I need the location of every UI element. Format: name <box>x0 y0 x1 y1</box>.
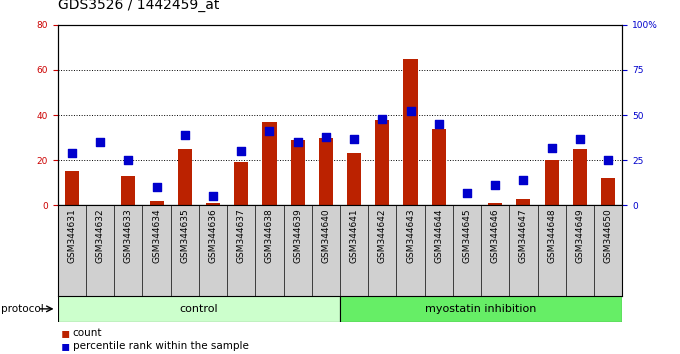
Point <box>95 139 105 145</box>
Text: ▪: ▪ <box>61 326 71 340</box>
Bar <box>601 178 615 205</box>
Text: GSM344637: GSM344637 <box>237 208 245 263</box>
Text: GSM344631: GSM344631 <box>67 208 76 263</box>
Text: GSM344648: GSM344648 <box>547 208 556 263</box>
Text: GSM344643: GSM344643 <box>406 208 415 263</box>
Point <box>67 150 78 156</box>
Point <box>207 193 218 199</box>
Text: GSM344639: GSM344639 <box>293 208 302 263</box>
Text: GSM344644: GSM344644 <box>435 208 443 263</box>
Point <box>377 116 388 121</box>
Text: GSM344640: GSM344640 <box>322 208 330 263</box>
Point <box>236 148 247 154</box>
Point <box>575 136 585 141</box>
Text: GDS3526 / 1442459_at: GDS3526 / 1442459_at <box>58 0 219 12</box>
Bar <box>319 138 333 205</box>
Text: GSM344645: GSM344645 <box>462 208 471 263</box>
Point <box>462 190 473 195</box>
Bar <box>262 122 277 205</box>
Point <box>320 134 331 139</box>
Text: GSM344633: GSM344633 <box>124 208 133 263</box>
Text: GSM344650: GSM344650 <box>604 208 613 263</box>
Point <box>349 136 360 141</box>
Text: GSM344632: GSM344632 <box>96 208 105 263</box>
Text: GSM344638: GSM344638 <box>265 208 274 263</box>
Bar <box>573 149 587 205</box>
Bar <box>545 160 559 205</box>
Text: GSM344636: GSM344636 <box>209 208 218 263</box>
Bar <box>150 201 164 205</box>
Text: myostatin inhibition: myostatin inhibition <box>426 304 537 314</box>
Text: GSM344642: GSM344642 <box>378 208 387 263</box>
Text: GSM344634: GSM344634 <box>152 208 161 263</box>
Bar <box>234 162 248 205</box>
Text: GSM344649: GSM344649 <box>575 208 584 263</box>
Text: GSM344641: GSM344641 <box>350 208 358 263</box>
Text: GSM344647: GSM344647 <box>519 208 528 263</box>
Bar <box>516 199 530 205</box>
Text: GSM344635: GSM344635 <box>180 208 189 263</box>
Text: control: control <box>180 304 218 314</box>
Bar <box>290 140 305 205</box>
Bar <box>432 129 446 205</box>
Bar <box>403 59 418 205</box>
Point <box>180 132 190 138</box>
Point <box>433 121 444 127</box>
Text: protocol: protocol <box>1 304 44 314</box>
Point <box>123 157 134 163</box>
Bar <box>340 296 622 322</box>
Point <box>151 184 162 190</box>
Point <box>405 109 416 114</box>
Text: count: count <box>73 328 102 338</box>
Point <box>292 139 303 145</box>
Bar <box>65 171 79 205</box>
Bar <box>121 176 135 205</box>
Point <box>518 177 529 183</box>
Bar <box>206 203 220 205</box>
Bar <box>347 153 361 205</box>
Text: GSM344646: GSM344646 <box>491 208 500 263</box>
Point <box>546 145 557 150</box>
Text: percentile rank within the sample: percentile rank within the sample <box>73 341 249 351</box>
Bar <box>488 203 503 205</box>
Point <box>490 183 500 188</box>
Bar <box>177 149 192 205</box>
Bar <box>58 296 340 322</box>
Bar <box>375 120 390 205</box>
Text: ▪: ▪ <box>61 339 71 353</box>
Point <box>602 157 613 163</box>
Point <box>264 129 275 134</box>
